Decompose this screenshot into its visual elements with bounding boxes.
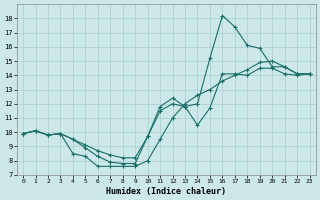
X-axis label: Humidex (Indice chaleur): Humidex (Indice chaleur): [106, 187, 226, 196]
